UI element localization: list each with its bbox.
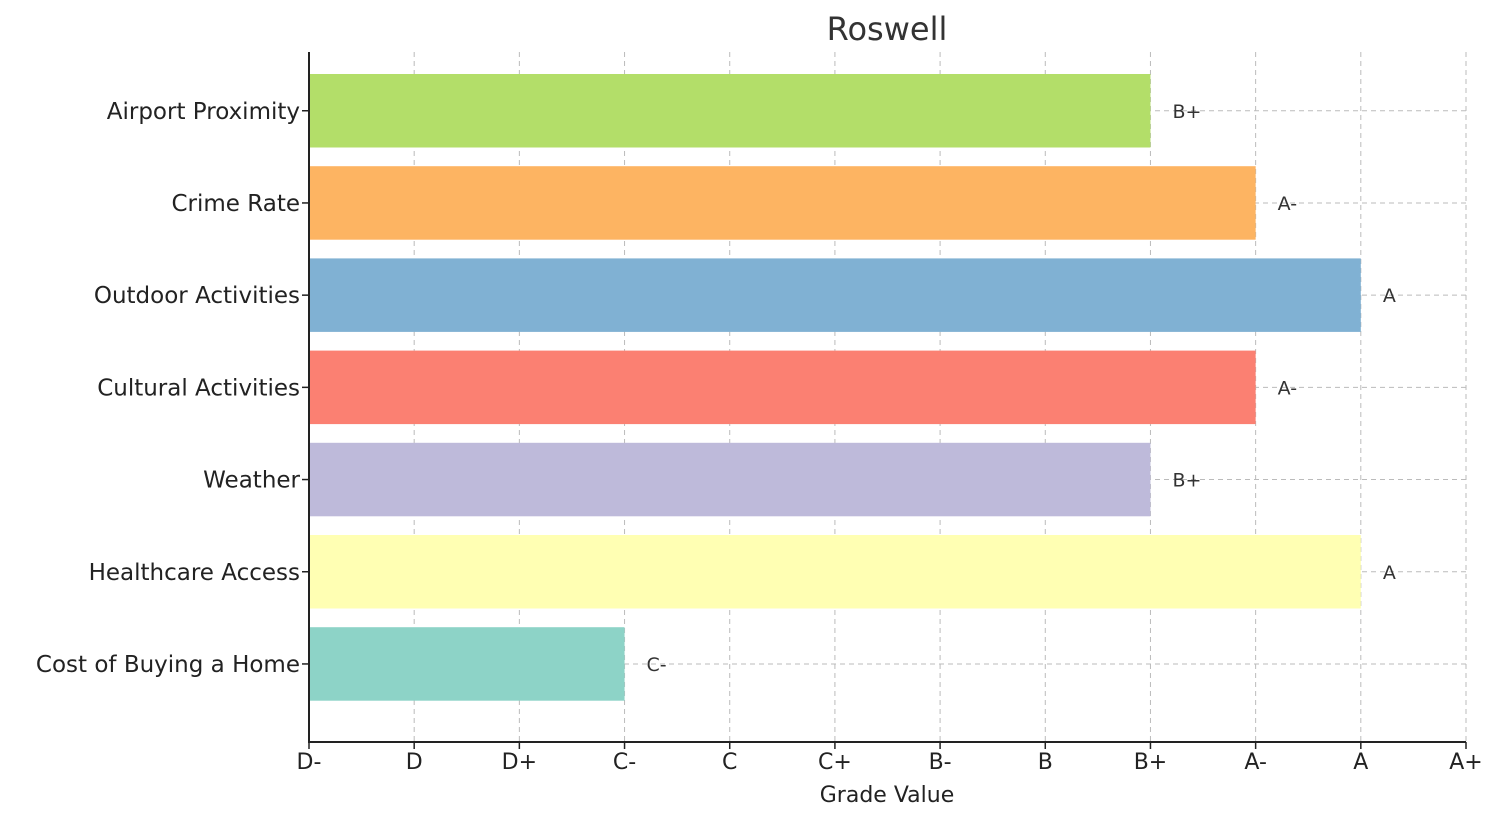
bar [309, 166, 1256, 240]
bar [309, 442, 1151, 517]
x-tick-label: D+ [502, 750, 537, 775]
x-tick-label: A- [1244, 750, 1267, 775]
x-tick-label: B [1038, 750, 1053, 775]
data-label: A- [1278, 193, 1297, 215]
data-label: A [1383, 562, 1396, 584]
bars: B+ A- A A- B+ A C- [309, 74, 1396, 701]
bar [309, 350, 1256, 425]
x-tick-label: C [722, 750, 737, 775]
x-axis-title: Grade Value [820, 783, 954, 808]
data-label: B+ [1172, 101, 1201, 123]
x-tick-label: C- [613, 750, 636, 775]
axes: Airport Proximity Crime Rate Outdoor Activ… [36, 52, 1483, 775]
data-label: A- [1278, 377, 1297, 399]
x-tick-label: D- [297, 750, 322, 775]
bar [309, 258, 1361, 332]
y-tick-label: Healthcare Access [89, 560, 300, 586]
x-tick-label: B+ [1134, 750, 1168, 775]
x-tick-label: D [406, 750, 423, 775]
data-label: B+ [1172, 470, 1201, 492]
y-tick-label: Weather [203, 468, 300, 494]
bar [309, 535, 1361, 609]
data-label: A [1383, 285, 1396, 307]
y-tick-label: Airport Proximity [107, 99, 300, 125]
bar [309, 74, 1151, 148]
bar [309, 627, 625, 701]
x-tick-label: C+ [818, 750, 852, 775]
x-tick-label: A+ [1449, 750, 1482, 775]
y-tick-label: Outdoor Activities [94, 283, 300, 309]
x-tick-label: A [1353, 750, 1368, 775]
x-tick-label: B- [929, 750, 952, 775]
y-tick-label: Cultural Activities [97, 375, 300, 401]
chart-title: Roswell [827, 10, 948, 48]
y-tick-label: Crime Rate [171, 191, 300, 217]
data-label: C- [647, 654, 667, 676]
y-tick-label: Cost of Buying a Home [36, 652, 300, 678]
